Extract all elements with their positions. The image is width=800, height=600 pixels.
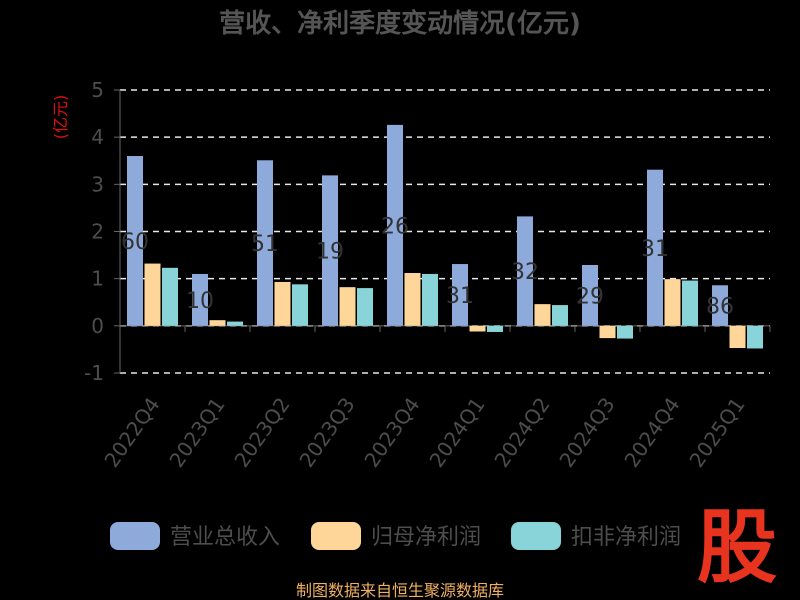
bar-3-2023Q3 (357, 288, 373, 326)
bar-3-2022Q4 (162, 267, 178, 326)
y-tick-label: 2 (91, 220, 104, 244)
data-label-2022Q4: 60 (121, 230, 149, 255)
x-tick-label-2022Q4: 2022Q4 (99, 393, 164, 472)
bar-1-2023Q4 (387, 124, 403, 326)
bar-1-2023Q1 (192, 273, 208, 326)
chart-title: 营收、净利季度变动情况(亿元) (219, 8, 581, 39)
legend-label: 扣非净利润 (571, 525, 681, 550)
data-label-2023Q2: 51 (251, 232, 279, 257)
bar-2-2023Q3 (339, 287, 356, 326)
data-label-2024Q2: 32 (511, 260, 539, 285)
data-label-2023Q1: 10 (186, 289, 214, 314)
legend-item-2[interactable]: 归母净利润 (311, 522, 481, 550)
legend-item-3[interactable]: 扣非净利润 (511, 522, 681, 550)
bar-2-2023Q1 (209, 320, 226, 326)
legend-item-1[interactable]: 营业总收入 (110, 522, 280, 550)
data-label-2023Q3: 19 (316, 240, 344, 265)
x-tick-label-2023Q1: 2023Q1 (164, 393, 229, 472)
y-tick-label: 1 (91, 267, 104, 291)
bar-3-2024Q4 (682, 280, 698, 326)
x-tick-label-2024Q4: 2024Q4 (619, 393, 684, 472)
y-axis-label: (亿元) (51, 95, 70, 140)
legend-swatch (511, 522, 561, 550)
bar-3-2024Q1 (487, 325, 503, 332)
bar-1-2022Q4 (127, 156, 143, 326)
bar-2-2024Q1 (469, 325, 486, 332)
data-label-2023Q4: 26 (381, 214, 409, 239)
x-tick-label-2023Q2: 2023Q2 (229, 393, 294, 472)
bar-2-2024Q3 (599, 325, 616, 339)
bar-2-2024Q4 (664, 279, 681, 326)
bar-1-2024Q3 (582, 264, 598, 326)
x-tick-label-2025Q1: 2025Q1 (684, 393, 749, 472)
legend-swatch (110, 522, 160, 550)
x-tick-label-2024Q1: 2024Q1 (424, 393, 489, 472)
data-label-2024Q4: 31 (641, 237, 669, 262)
y-tick-label: -1 (84, 361, 104, 385)
bar-2-2024Q2 (534, 304, 551, 326)
bar-3-2024Q2 (552, 305, 568, 326)
y-tick-label: 4 (91, 125, 104, 149)
bar-1-2024Q2 (517, 216, 533, 326)
legend-label: 归母净利润 (371, 525, 481, 550)
x-tick-label-2023Q3: 2023Q3 (294, 393, 359, 472)
legend-swatch (311, 522, 361, 550)
bar-2-2025Q1 (729, 325, 746, 349)
data-label-2025Q1: 86 (706, 295, 734, 320)
bar-1-2024Q1 (452, 264, 468, 326)
legend-label: 营业总收入 (170, 525, 280, 550)
brand-logo: 股 (697, 501, 777, 594)
bar-3-2023Q1 (227, 321, 243, 326)
x-tick-label-2024Q2: 2024Q2 (489, 393, 554, 472)
x-tick-label-2024Q3: 2024Q3 (554, 393, 619, 472)
x-tick-label-2023Q4: 2023Q4 (359, 393, 424, 472)
bar-3-2023Q4 (422, 273, 438, 326)
bar-1-2024Q4 (647, 169, 663, 326)
data-label-2024Q1: 31 (446, 284, 474, 309)
bar-3-2025Q1 (747, 325, 763, 349)
bar-2-2023Q2 (274, 281, 291, 326)
data-label-2024Q3: 29 (576, 284, 604, 309)
bar-2-2023Q4 (404, 273, 421, 326)
y-tick-label: 3 (91, 172, 104, 196)
y-tick-label: 5 (91, 78, 104, 102)
bar-3-2024Q3 (617, 325, 633, 339)
bar-2-2022Q4 (144, 263, 161, 326)
bar-1-2025Q1 (712, 285, 728, 326)
bar-1-2023Q3 (322, 175, 338, 326)
y-tick-label: 0 (91, 314, 104, 338)
source-note: 制图数据来自恒生聚源数据库 (296, 581, 504, 600)
bar-3-2023Q2 (292, 284, 308, 326)
bar-1-2023Q2 (257, 160, 273, 326)
